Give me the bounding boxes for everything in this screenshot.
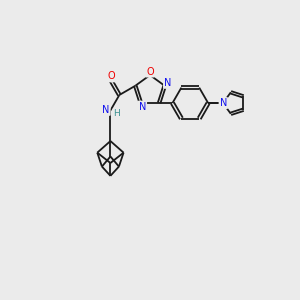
Text: N: N: [164, 78, 171, 88]
Text: N: N: [220, 98, 227, 108]
Text: N: N: [102, 105, 110, 115]
Text: O: O: [146, 67, 154, 76]
Text: H: H: [114, 109, 120, 118]
Text: N: N: [139, 102, 146, 112]
Text: O: O: [107, 71, 115, 81]
